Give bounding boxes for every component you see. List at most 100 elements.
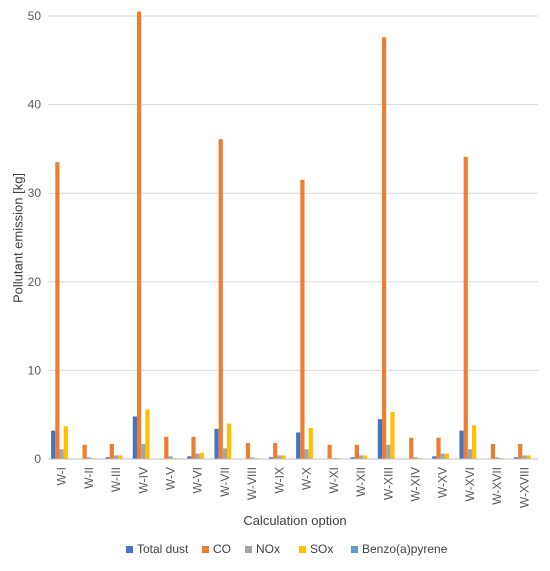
bar-co xyxy=(82,444,87,459)
bar-nox xyxy=(86,457,91,459)
bar-sox xyxy=(444,453,450,459)
legend-swatch xyxy=(351,546,358,553)
x-tick-label: W-XVI xyxy=(463,467,477,501)
x-tick-label: W-XII xyxy=(354,467,368,497)
x-tick-label: W-II xyxy=(82,467,96,489)
bar-co xyxy=(381,37,387,459)
bar-co xyxy=(191,436,196,459)
bar-total-dust xyxy=(105,457,110,459)
x-tick-label: W-IX xyxy=(272,467,286,493)
x-tick-label: W-VI xyxy=(191,467,205,493)
bar-total-dust xyxy=(459,430,464,459)
x-tick-label: W-X xyxy=(300,467,314,490)
x-tick-label: W-V xyxy=(164,467,178,490)
y-tick-label: 20 xyxy=(28,275,42,289)
x-tick-label: W-XVIII xyxy=(517,467,531,508)
bar-co xyxy=(518,443,523,459)
bar-nox xyxy=(522,455,527,459)
bar-total-dust xyxy=(214,428,219,459)
x-tick-label: W-XIII xyxy=(381,467,395,500)
y-tick-label: 50 xyxy=(28,9,42,23)
legend-label: SOx xyxy=(310,542,333,556)
bar-nox xyxy=(413,457,418,459)
bar-sox xyxy=(390,412,395,459)
x-tick-label: W-VII xyxy=(218,467,232,497)
bar-total-dust xyxy=(187,456,192,459)
bar-nox xyxy=(386,444,391,459)
bar-nox xyxy=(195,453,200,459)
bar-total-dust xyxy=(51,430,56,459)
bar-co xyxy=(164,436,169,459)
bar-nox xyxy=(250,457,255,459)
bar-total-dust xyxy=(132,416,137,459)
bar-sox xyxy=(281,455,286,459)
bar-nox xyxy=(59,449,64,459)
bar-nox xyxy=(304,449,309,459)
x-axis-title: Calculation option xyxy=(243,513,346,528)
y-tick-label: 40 xyxy=(28,98,42,112)
legend-label: CO xyxy=(213,542,231,556)
y-tick-label: 10 xyxy=(28,363,42,377)
bar-nox xyxy=(358,455,364,459)
bar-sox xyxy=(145,409,150,459)
bar-nox xyxy=(440,453,445,459)
legend-swatch xyxy=(126,546,133,553)
bar-co xyxy=(245,443,251,459)
gridlines xyxy=(48,15,538,371)
x-axis-ticks: W-I W-II W-III W-IV W-V W-VI W-VII W-VIII W-IX W-… xyxy=(55,467,532,508)
x-tick-label: W-XI xyxy=(327,467,341,493)
bars xyxy=(51,11,535,459)
bar-sox xyxy=(472,425,477,459)
bar-co xyxy=(55,162,60,459)
bar-nox xyxy=(277,455,282,459)
bar-co xyxy=(327,444,332,459)
legend-swatch xyxy=(299,546,306,553)
bar-sox xyxy=(363,455,368,459)
legend: Total dust CO NOx SOx Benzo(a)pyrene xyxy=(126,542,448,556)
legend-label: Benzo(a)pyrene xyxy=(362,542,448,556)
legend-label: Total dust xyxy=(137,542,189,556)
bar-co xyxy=(409,437,414,459)
bar-total-dust xyxy=(296,432,301,459)
bar-nox xyxy=(495,457,500,459)
bar-co xyxy=(463,156,468,459)
bar-sox xyxy=(118,455,123,459)
bar-total-dust xyxy=(377,419,382,459)
x-tick-label: W-VIII xyxy=(245,467,259,500)
x-tick-label: W-XIV xyxy=(409,467,423,501)
x-tick-label: W-IV xyxy=(136,467,150,493)
bar-nox xyxy=(222,448,228,459)
bar-co xyxy=(136,11,142,459)
bar-co xyxy=(109,443,114,459)
bar-co xyxy=(273,443,278,459)
bar-co xyxy=(436,437,441,459)
x-tick-label: W-XVII xyxy=(490,467,504,505)
bar-co xyxy=(354,444,359,459)
legend-label: NOx xyxy=(256,542,280,556)
bar-total-dust xyxy=(432,456,437,459)
legend-swatch xyxy=(202,546,209,553)
bar-total-dust xyxy=(350,457,355,459)
bar-total-dust xyxy=(268,457,274,459)
bar-sox xyxy=(63,426,68,459)
legend-swatch xyxy=(245,546,252,553)
x-tick-label: W-III xyxy=(109,467,123,492)
bar-sox xyxy=(199,452,205,459)
bar-nox xyxy=(113,455,119,459)
bar-total-dust xyxy=(513,457,519,459)
bar-nox xyxy=(467,449,473,459)
bar-sox xyxy=(227,423,232,459)
x-tick-label: W-I xyxy=(55,467,69,485)
bar-co xyxy=(300,179,305,459)
y-axis-ticks: 0 10 20 30 40 50 xyxy=(28,9,42,466)
bar-nox xyxy=(168,456,173,459)
y-axis-title: Pollutant emission [kg] xyxy=(10,173,25,303)
bar-sox xyxy=(526,455,531,459)
bar-sox xyxy=(308,427,313,459)
bar-nox xyxy=(141,443,146,459)
x-tick-label: W-XV xyxy=(436,467,450,498)
y-tick-label: 0 xyxy=(34,452,41,466)
bar-co xyxy=(218,139,223,459)
y-tick-label: 30 xyxy=(28,186,42,200)
